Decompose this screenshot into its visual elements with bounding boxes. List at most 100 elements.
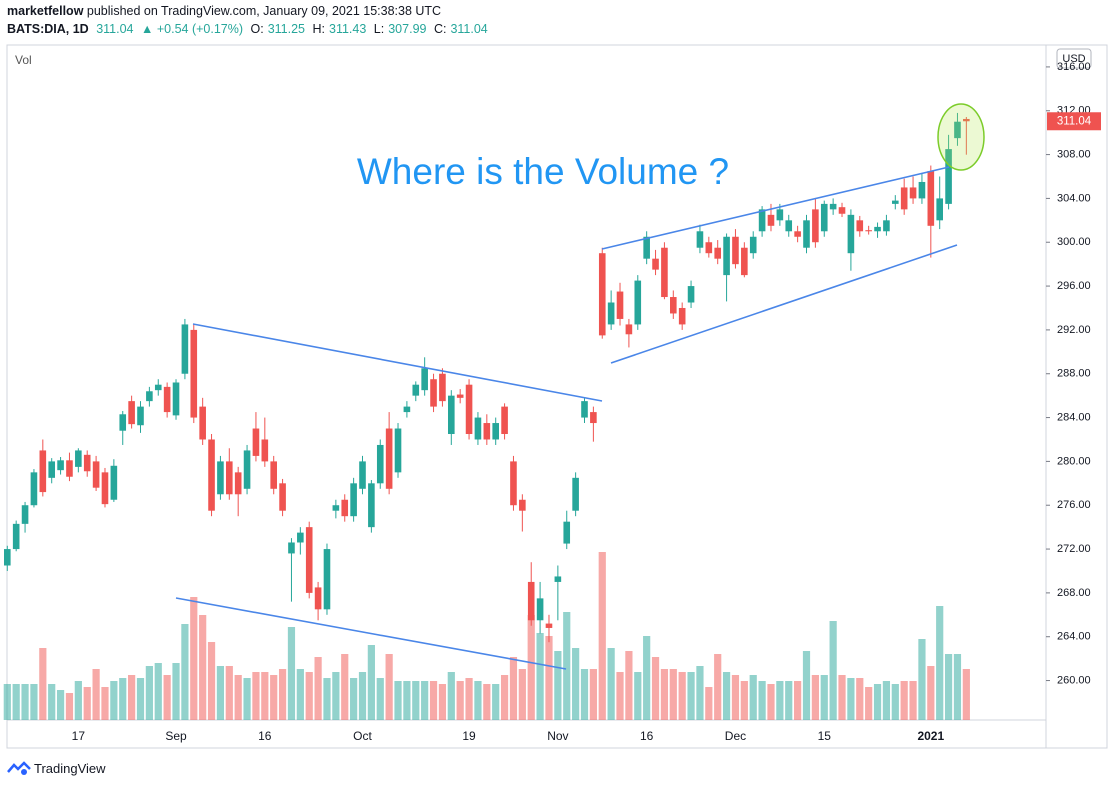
candle-body [856, 220, 864, 232]
volume-bar [616, 672, 624, 720]
candle-body [785, 220, 793, 232]
candle-body [705, 242, 713, 254]
volume-bar [145, 666, 153, 720]
volume-bar [651, 657, 660, 720]
last-price-label: 311.04 [1057, 115, 1092, 127]
candle-body [963, 118, 970, 122]
volume-bar [474, 681, 482, 720]
footer: TradingView [7, 760, 106, 776]
y-tick-label: 304.00 [1057, 192, 1091, 204]
volume-bar [625, 651, 633, 720]
volume-bar [376, 678, 384, 720]
candle-body [172, 382, 180, 416]
y-tick-label: 276.00 [1057, 499, 1091, 511]
candle-body [927, 171, 935, 226]
y-tick-label: 308.00 [1057, 148, 1091, 160]
candle-body [465, 384, 473, 435]
volume-bar [225, 666, 233, 720]
volume-bar [873, 684, 882, 720]
volume-bar [936, 606, 944, 720]
volume-bar [634, 672, 642, 720]
volume-bar [456, 681, 464, 720]
volume-bar [545, 636, 553, 720]
volume-bar [829, 621, 837, 720]
volume-bar [421, 681, 429, 720]
candle-body [883, 220, 890, 232]
volume-bar [598, 552, 606, 720]
candle-body [652, 258, 659, 270]
volume-bar [48, 684, 56, 720]
volume-bar [332, 672, 340, 720]
last-price-box [1047, 112, 1101, 131]
candle-body [474, 417, 482, 440]
candle-body [723, 236, 730, 276]
volume-bar [572, 648, 580, 720]
candle-body [21, 505, 29, 524]
candle-body [39, 450, 47, 493]
candle-body [892, 200, 899, 204]
volume-bar [92, 669, 100, 720]
legend-line: BATS:DIA, 1D 311.04 ▲ +0.54 (+0.17%) O: 3… [7, 22, 492, 36]
volume-bar [394, 681, 402, 720]
volume-bar [758, 681, 766, 720]
candle-body [368, 483, 375, 528]
volume-bar [190, 597, 198, 720]
trend-line [192, 323, 603, 402]
volume-bar [323, 678, 331, 720]
candle-body [119, 414, 127, 431]
candle-body [412, 384, 420, 396]
x-tick-label: 15 [818, 729, 832, 743]
candle-body [954, 121, 961, 139]
volume-bar [794, 681, 802, 720]
volume-bar [696, 666, 704, 720]
l-label: L: [373, 22, 385, 36]
volume-bar [749, 675, 757, 720]
volume-bar [669, 669, 677, 720]
candle-body [101, 472, 109, 505]
candle-body [181, 324, 189, 374]
y-tick-label: 272.00 [1057, 543, 1091, 555]
low-value: 307.99 [388, 22, 427, 36]
x-tick-label: 16 [640, 729, 654, 743]
candle-body [430, 379, 437, 407]
y-tick-label: 292.00 [1057, 324, 1091, 336]
volume-bar [944, 654, 953, 720]
volume-bar [314, 657, 322, 720]
volume-bar [234, 675, 242, 720]
candle-body [66, 460, 73, 477]
candle-body [776, 209, 784, 221]
candle-body [376, 444, 384, 484]
volume-bar [607, 648, 615, 720]
candle-body [217, 461, 224, 495]
drawings [175, 166, 958, 670]
volume-bar [900, 681, 908, 720]
candle-body [741, 247, 748, 276]
volume-bar [83, 687, 91, 720]
candle-body [616, 291, 624, 319]
candle-body [314, 587, 322, 610]
candle-body [847, 214, 855, 254]
candle-body [305, 527, 313, 593]
candle-body [439, 373, 446, 402]
change: ▲ +0.54 (+0.17%) [141, 22, 244, 36]
x-tick-label: 17 [72, 729, 86, 743]
candle-body [261, 439, 269, 462]
candle-body [394, 428, 402, 473]
volume-bar [714, 654, 722, 720]
volume-bar [705, 687, 713, 720]
volume-bar [518, 669, 526, 720]
volume-bar [536, 633, 544, 720]
y-tick-label: 296.00 [1057, 280, 1091, 292]
volume-bar [776, 681, 784, 720]
candle-body [812, 209, 819, 243]
tv-logo [7, 761, 31, 775]
candle-body [234, 472, 242, 495]
publish-info: published on TradingView.com, January 09… [86, 4, 442, 18]
candle-body [332, 505, 340, 511]
candle-body [252, 428, 260, 456]
volume-bar [341, 654, 349, 720]
candle-body [385, 428, 393, 489]
symbol: BATS:DIA, 1D [7, 22, 89, 36]
candle-body [350, 483, 357, 517]
